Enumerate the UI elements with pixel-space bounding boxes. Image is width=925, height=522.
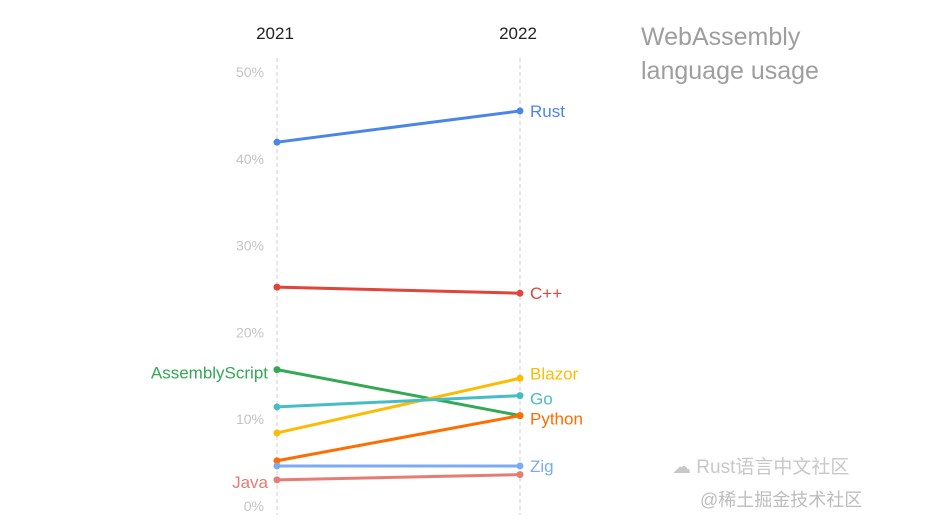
series-line-Python: [276, 414, 521, 463]
watermark-text-1: Rust语言中文社区: [696, 457, 850, 478]
point-Java-2022: [516, 471, 524, 479]
series-label-Go: Go: [530, 390, 553, 409]
series-label-Python: Python: [530, 410, 583, 429]
series-line-Blazor: [276, 376, 521, 435]
point-Zig-2022: [516, 462, 524, 470]
series-label-Blazor: Blazor: [530, 364, 579, 383]
point-Blazor-2022: [516, 374, 524, 382]
point-C++-2022: [516, 289, 524, 297]
series-line-C++: [276, 285, 521, 295]
point-Python-2021: [273, 457, 281, 465]
watermark-text-2: @稀土掘金技术社区: [700, 490, 863, 510]
point-C++-2021: [273, 283, 281, 291]
point-Rust-2021: [273, 138, 281, 146]
series-line-Go: [276, 394, 521, 409]
point-Blazor-2021: [273, 429, 281, 437]
point-Go-2021: [273, 403, 281, 411]
year-label-2021: 2021: [256, 24, 294, 43]
series-label-C++: C++: [530, 284, 562, 303]
point-Python-2022: [516, 412, 524, 420]
point-AssemblyScript-2021: [273, 366, 281, 374]
series-label-Java: Java: [232, 473, 268, 492]
point-Rust-2022: [516, 107, 524, 115]
y-tick-label: 10%: [236, 411, 264, 427]
series-line-AssemblyScript: [276, 368, 521, 418]
series-line-Java: [276, 473, 521, 482]
point-Zig-2021: [273, 462, 281, 470]
y-tick-label: 0%: [244, 498, 264, 514]
y-tick-label: 40%: [236, 151, 264, 167]
watermark-wechat: ☁ Rust语言中文社区: [672, 456, 849, 480]
point-Java-2021: [273, 476, 281, 484]
wechat-icon: ☁: [672, 457, 697, 478]
year-label-2022: 2022: [499, 24, 537, 43]
series-line-Rust: [276, 109, 521, 144]
series-label-Rust: Rust: [530, 102, 565, 121]
y-tick-label: 30%: [236, 238, 264, 254]
series-label-AssemblyScript: AssemblyScript: [151, 364, 268, 383]
series-label-Zig: Zig: [530, 457, 554, 476]
y-tick-label: 20%: [236, 324, 264, 340]
y-tick-label: 50%: [236, 64, 264, 80]
chart-title: WebAssembly language usage: [641, 23, 819, 85]
point-Go-2022: [516, 392, 524, 400]
